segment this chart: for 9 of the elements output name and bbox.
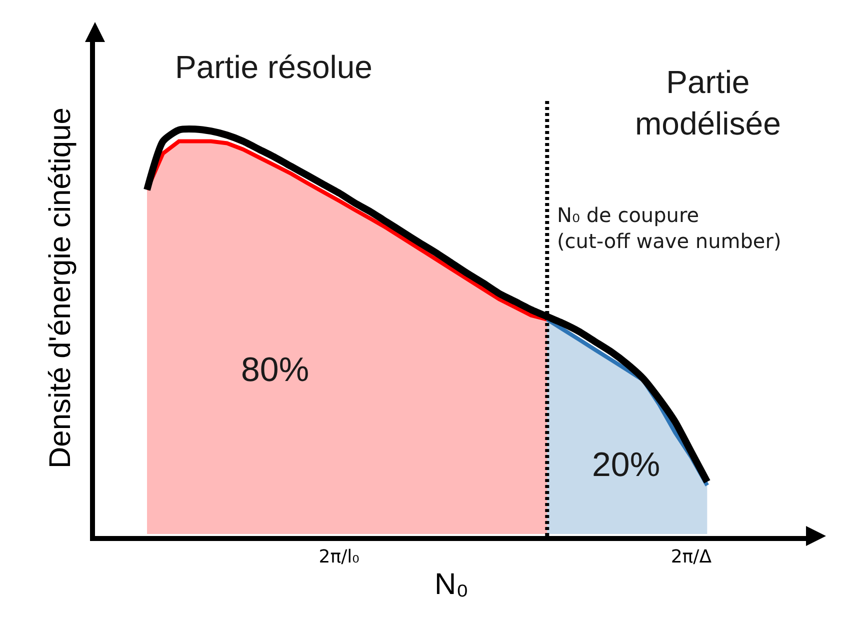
x-tick-label: 2π/Δ: [670, 546, 712, 568]
annotation: 80%: [241, 351, 310, 389]
x-axis-title: N₀: [434, 568, 469, 602]
annotation: Partie modélisée: [635, 64, 781, 142]
annotation: 20%: [592, 446, 660, 484]
annotation: N₀ de coupure (cut-off wave number): [557, 203, 782, 253]
x-tick-label: 2π/l₀: [318, 546, 360, 568]
y-axis-title: Densité d'énergie cinétique: [44, 108, 77, 468]
text: Partie résolue: [175, 49, 372, 85]
